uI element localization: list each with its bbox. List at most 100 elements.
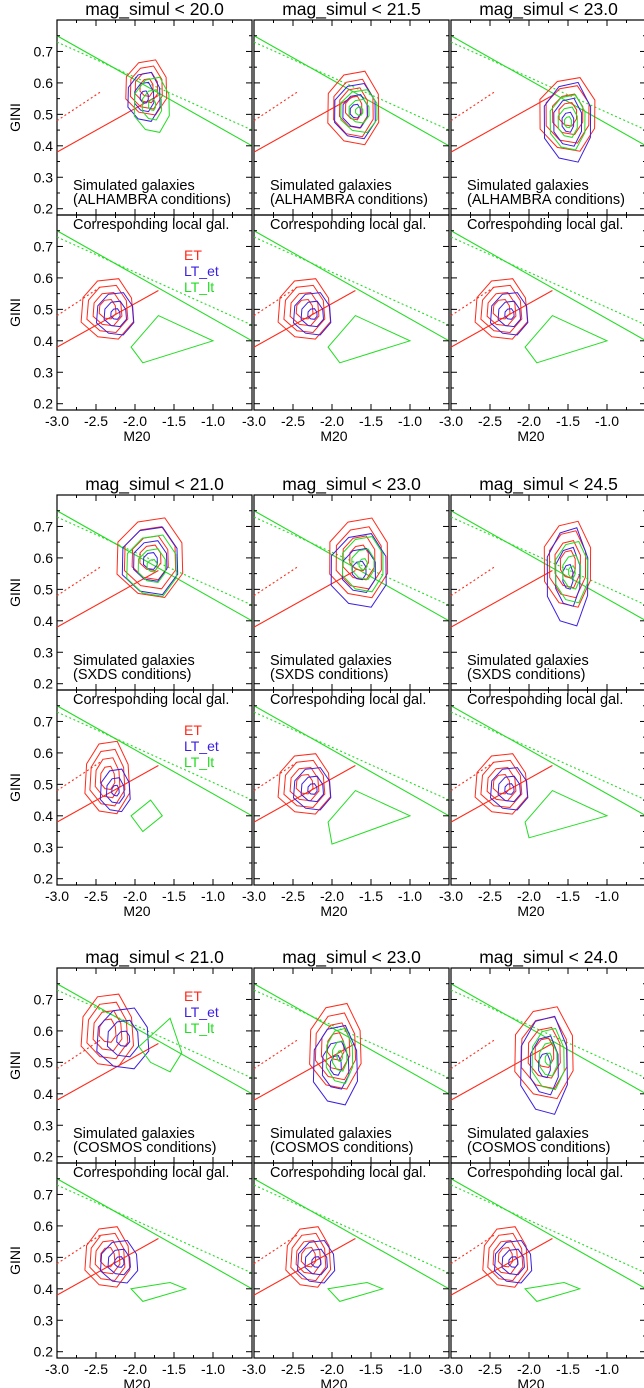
y-tick-label: 0.2 bbox=[34, 676, 54, 692]
y-tick-label: 0.3 bbox=[34, 644, 54, 660]
contour-ET-level-1 bbox=[480, 284, 523, 334]
contour-ET-level-2 bbox=[342, 535, 376, 581]
contour-LT_lt-level-2 bbox=[563, 116, 572, 129]
y-tick-label: 0.4 bbox=[34, 138, 54, 154]
contour-ET-level-0 bbox=[84, 1226, 131, 1288]
contour-LT_et-level-2 bbox=[139, 90, 149, 104]
panel-frame bbox=[56, 1162, 253, 1359]
red-solid-line bbox=[56, 765, 159, 823]
y-tick-label: 0.3 bbox=[34, 1117, 54, 1133]
contour-ET-level-1 bbox=[480, 759, 523, 809]
contour-LT_lt-level-0 bbox=[325, 1027, 354, 1084]
contour-LT_lt-level-2 bbox=[336, 1049, 343, 1063]
contour-LT_et-level-1 bbox=[555, 546, 581, 607]
contour-LT_lt-level-0 bbox=[126, 534, 177, 597]
green-solid-line bbox=[450, 510, 644, 621]
legend-lt-et: LT_et bbox=[184, 263, 219, 279]
x-tick-label: -3.0 bbox=[45, 1361, 69, 1377]
y-axis-label: GINI bbox=[7, 578, 23, 607]
contour-ET-level-2 bbox=[92, 1010, 123, 1052]
x-tick-label: -3.0 bbox=[242, 888, 266, 904]
upper-panel-0-2 bbox=[450, 19, 644, 216]
x-axis-label: M20 bbox=[123, 1376, 150, 1388]
panel-annotation-line2: (SXDS conditions) bbox=[467, 667, 585, 683]
contour-ET-level-2 bbox=[554, 540, 581, 589]
contour-ET-level-1 bbox=[283, 284, 326, 334]
contour-LT_lt-level-0 bbox=[133, 76, 170, 133]
y-tick-label: 0.4 bbox=[34, 1281, 54, 1297]
contour-LT_et-level-1 bbox=[497, 775, 522, 803]
x-tick-label: -1.5 bbox=[162, 413, 186, 429]
contour-LT_et-level-1 bbox=[553, 97, 583, 147]
contour-LT_et-level-0 bbox=[489, 767, 529, 811]
x-tick-label: -1.5 bbox=[162, 888, 186, 904]
y-tick-label: 0.3 bbox=[34, 1312, 54, 1328]
panel-annotation-line1: Simulated galaxies bbox=[270, 653, 392, 669]
panel-frame bbox=[450, 1162, 644, 1359]
red-dotted-line bbox=[253, 1039, 298, 1070]
contour-LT_et-level-0 bbox=[546, 527, 589, 627]
x-tick-label: -2.5 bbox=[84, 1361, 108, 1377]
panel-annotation: Corresponding local gal. bbox=[270, 217, 426, 233]
lower-panel-0-1 bbox=[253, 214, 450, 411]
contour-ET-level-1 bbox=[290, 1232, 327, 1282]
x-tick-label: -2.0 bbox=[320, 888, 344, 904]
contour-LT_lt bbox=[524, 789, 609, 839]
contour-LT_et-level-1 bbox=[133, 540, 168, 582]
contour-LT_lt bbox=[138, 1017, 183, 1073]
contour-ET-level-0 bbox=[309, 1002, 362, 1090]
red-solid-line bbox=[253, 570, 356, 628]
contour-ET-level-1 bbox=[129, 65, 163, 110]
x-axis-label: M20 bbox=[517, 1376, 544, 1388]
panel-frame bbox=[450, 214, 644, 411]
y-tick-label: 0.7 bbox=[34, 1186, 54, 1202]
contour-LT_et-level-2 bbox=[307, 308, 318, 320]
lower-panel-2-2 bbox=[450, 1162, 644, 1359]
legend-lt-lt: LT_lt bbox=[184, 1020, 214, 1036]
contour-LT_lt-level-1 bbox=[351, 548, 375, 580]
red-dotted-line bbox=[56, 91, 101, 122]
green-dotted-line bbox=[450, 236, 644, 325]
contour-LT_et-level-2 bbox=[562, 563, 574, 590]
panel-annotation: Corresponding local gal. bbox=[467, 1165, 623, 1181]
contour-LT_lt bbox=[327, 789, 412, 845]
green-dotted-line bbox=[56, 989, 253, 1079]
contour-ET-level-1 bbox=[335, 526, 382, 590]
y-tick-label: 0.2 bbox=[34, 1344, 54, 1360]
contour-LT_lt-level-1 bbox=[562, 554, 582, 590]
x-axis-label: M20 bbox=[320, 1376, 347, 1388]
y-tick-label: 0.7 bbox=[34, 991, 54, 1007]
contour-LT_lt bbox=[327, 1281, 385, 1302]
x-tick-label: -1.5 bbox=[556, 413, 580, 429]
contour-LT_lt-level-0 bbox=[555, 540, 589, 604]
x-tick-label: -3.0 bbox=[439, 413, 463, 429]
x-tick-label: -2.0 bbox=[517, 888, 541, 904]
contour-LT_lt-level-1 bbox=[141, 89, 163, 121]
contour-ET-level-3 bbox=[98, 1018, 117, 1043]
x-tick-label: -1.5 bbox=[556, 888, 580, 904]
contour-LT_et-level-2 bbox=[110, 308, 121, 320]
contour-LT_lt-level-0 bbox=[549, 94, 586, 151]
contour-LT_et-level-0 bbox=[330, 533, 387, 608]
contour-LT_et-level-2 bbox=[329, 1054, 342, 1076]
contour-ET-level-3 bbox=[300, 1246, 317, 1268]
green-dotted-line bbox=[253, 711, 450, 801]
contour-LT_lt-level-0 bbox=[531, 1027, 565, 1091]
contour-LT_et-level-0 bbox=[489, 292, 529, 336]
panel-annotation-line2: (ALHAMBRA conditions) bbox=[270, 192, 428, 208]
x-axis-label: M20 bbox=[123, 903, 150, 919]
x-tick-label: -2.0 bbox=[123, 888, 147, 904]
y-tick-label: 0.7 bbox=[34, 713, 54, 729]
contour-ET-level-2 bbox=[527, 1026, 561, 1079]
panel-annotation-line2: (COSMOS conditions) bbox=[73, 1140, 216, 1156]
legend-lt-et: LT_et bbox=[184, 1004, 219, 1020]
lower-panel-1-0 bbox=[56, 689, 253, 886]
panel-annotation: Corresponding local gal. bbox=[73, 1165, 229, 1181]
panel-title: mag_simul < 23.0 bbox=[479, 0, 618, 20]
contour-LT_et-level-1 bbox=[304, 1248, 328, 1276]
x-tick-label: -1.5 bbox=[359, 888, 383, 904]
contour-LT_et-level-2 bbox=[311, 1256, 322, 1268]
x-tick-label: -2.5 bbox=[478, 1361, 502, 1377]
contour-LT_et-level-2 bbox=[307, 783, 318, 795]
